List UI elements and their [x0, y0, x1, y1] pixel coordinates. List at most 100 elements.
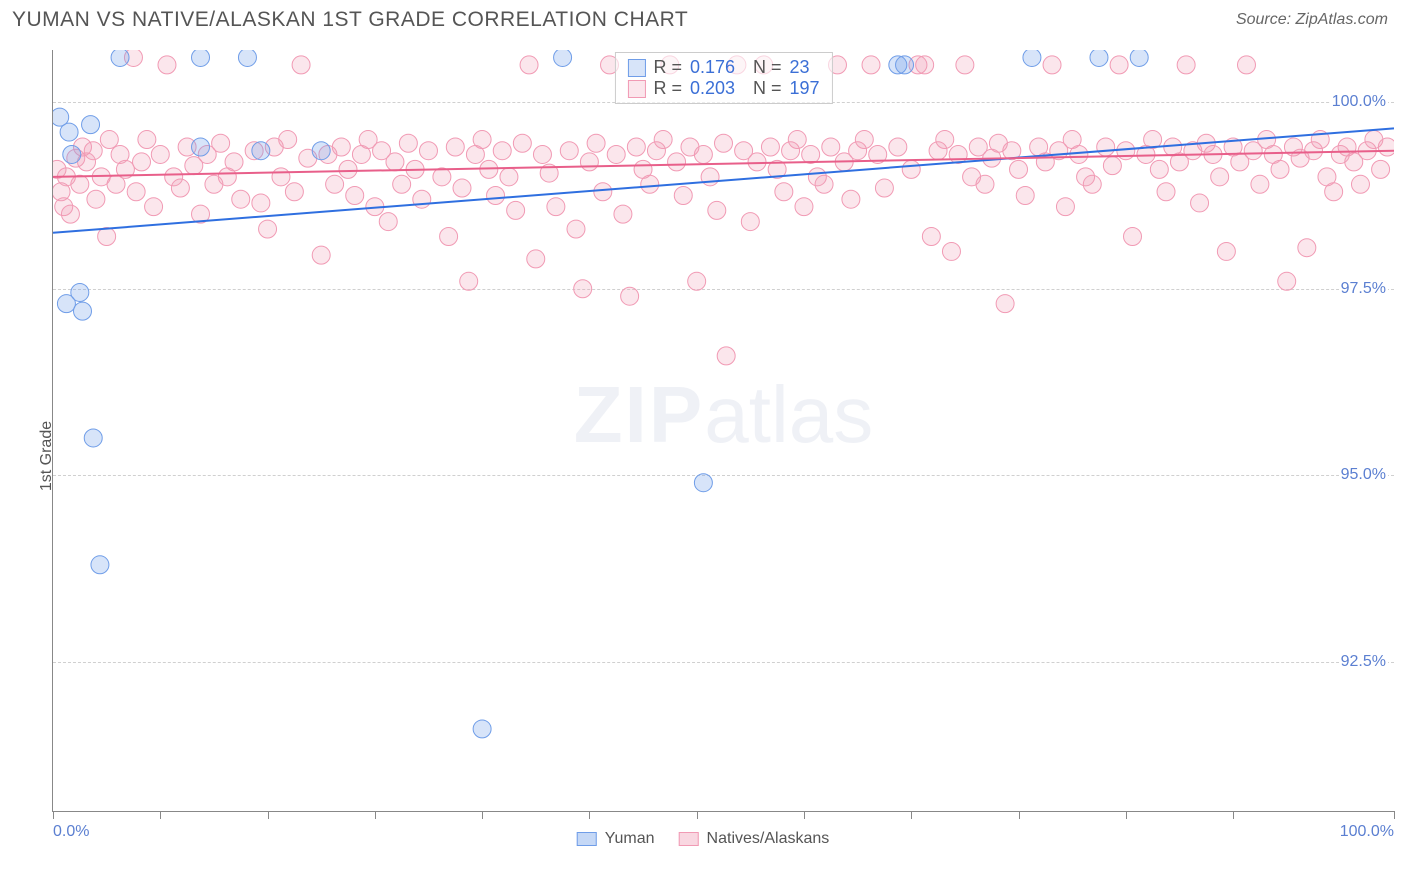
scatter-point [133, 153, 151, 171]
scatter-point [775, 183, 793, 201]
scatter-point [574, 280, 592, 298]
legend-swatch [577, 832, 597, 846]
scatter-point [100, 131, 118, 149]
legend-r-value: 0.176 [690, 57, 735, 78]
scatter-point [1130, 50, 1148, 66]
scatter-point [98, 228, 116, 246]
scatter-point [533, 145, 551, 163]
legend-n-value: 23 [790, 57, 810, 78]
legend-r-label: R = [653, 78, 682, 99]
scatter-point [138, 131, 156, 149]
scatter-point [145, 198, 163, 216]
scatter-svg [53, 50, 1394, 811]
scatter-point [252, 194, 270, 212]
chart-source: Source: ZipAtlas.com [1236, 11, 1388, 29]
scatter-point [560, 142, 578, 160]
scatter-point [127, 183, 145, 201]
x-tick [1019, 811, 1020, 819]
scatter-point [63, 145, 81, 163]
scatter-point [1097, 138, 1115, 156]
x-tick [804, 811, 805, 819]
scatter-point [748, 153, 766, 171]
scatter-point [57, 295, 75, 313]
scatter-point [111, 50, 129, 66]
scatter-point [1124, 228, 1142, 246]
scatter-point [1070, 145, 1088, 163]
scatter-point [668, 153, 686, 171]
scatter-point [1372, 160, 1390, 178]
scatter-point [875, 179, 893, 197]
legend-swatch [627, 80, 645, 98]
scatter-point [1251, 175, 1269, 193]
scatter-point [741, 213, 759, 231]
scatter-point [842, 190, 860, 208]
scatter-point [393, 175, 411, 193]
plot-region: ZIPatlas R =0.176 N =23R =0.203 N =197 1… [52, 50, 1394, 812]
x-tick [1126, 811, 1127, 819]
scatter-point [74, 302, 92, 320]
scatter-point [71, 175, 89, 193]
legend-n-value: 197 [790, 78, 820, 99]
chart-title: YUMAN VS NATIVE/ALASKAN 1ST GRADE CORREL… [12, 8, 688, 32]
scatter-point [554, 50, 572, 66]
scatter-point [1157, 183, 1175, 201]
scatter-point [587, 134, 605, 152]
scatter-point [87, 190, 105, 208]
scatter-point [151, 145, 169, 163]
scatter-point [171, 179, 189, 197]
scatter-point [473, 131, 491, 149]
legend-row: R =0.203 N =197 [627, 78, 819, 99]
scatter-point [802, 145, 820, 163]
scatter-point [694, 145, 712, 163]
chart-area: 1st Grade ZIPatlas R =0.176 N =23R =0.20… [12, 50, 1394, 862]
scatter-point [761, 138, 779, 156]
scatter-point [1150, 160, 1168, 178]
scatter-point [84, 142, 102, 160]
series-legend: Yuman Natives/Alaskans [577, 830, 830, 848]
legend-item: Yuman [577, 830, 655, 848]
scatter-point [547, 198, 565, 216]
x-max-label: 100.0% [1340, 823, 1394, 841]
scatter-point [419, 142, 437, 160]
scatter-point [473, 720, 491, 738]
scatter-point [1090, 50, 1108, 66]
scatter-point [795, 198, 813, 216]
scatter-point [1023, 50, 1041, 66]
scatter-point [212, 134, 230, 152]
scatter-point [1298, 239, 1316, 257]
scatter-point [386, 153, 404, 171]
legend-label: Natives/Alaskans [707, 830, 830, 848]
scatter-point [379, 213, 397, 231]
scatter-point [460, 272, 478, 290]
scatter-point [285, 183, 303, 201]
x-tick [375, 811, 376, 819]
scatter-point [936, 131, 954, 149]
legend-n-label: N = [743, 78, 782, 99]
scatter-point [399, 134, 417, 152]
scatter-point [621, 287, 639, 305]
scatter-point [688, 272, 706, 290]
scatter-point [916, 56, 934, 74]
x-tick [482, 811, 483, 819]
scatter-point [312, 142, 330, 160]
scatter-point [326, 175, 344, 193]
legend-n-label: N = [743, 57, 782, 78]
scatter-point [312, 246, 330, 264]
scatter-point [1191, 194, 1209, 212]
legend-label: Yuman [605, 830, 655, 848]
scatter-point [1271, 160, 1289, 178]
scatter-point [694, 474, 712, 492]
scatter-point [607, 145, 625, 163]
scatter-point [627, 138, 645, 156]
scatter-point [822, 138, 840, 156]
scatter-point [855, 131, 873, 149]
legend-row: R =0.176 N =23 [627, 57, 819, 78]
legend-swatch [679, 832, 699, 846]
scatter-point [902, 160, 920, 178]
scatter-point [453, 179, 471, 197]
scatter-point [889, 138, 907, 156]
x-tick [1394, 811, 1395, 819]
scatter-point [1043, 56, 1061, 74]
scatter-point [976, 175, 994, 193]
scatter-point [674, 186, 692, 204]
